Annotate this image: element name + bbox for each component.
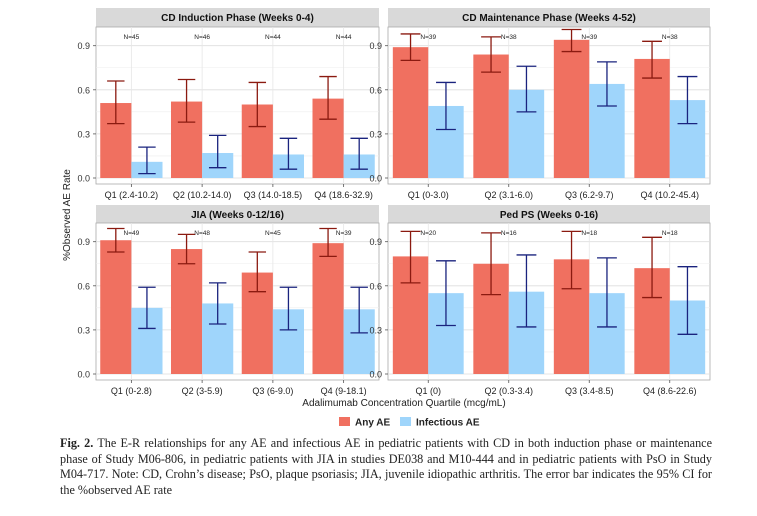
- panel-title: CD Maintenance Phase (Weeks 4-52): [462, 13, 636, 24]
- n-label: N=38: [501, 34, 517, 41]
- x-tick-label: Q3 (14.0-18.5): [244, 190, 303, 200]
- y-tick-label: 0.3: [369, 129, 382, 139]
- caption-label: Fig. 2.: [60, 436, 94, 450]
- legend-swatch-any-ae: [339, 417, 350, 426]
- y-tick-label: 0.9: [369, 41, 382, 51]
- legend-label-infectious-ae: Infectious AE: [416, 418, 480, 429]
- x-tick-label: Q2 (10.2-14.0): [173, 190, 232, 200]
- y-axis-label: %Observed AE Rate: [62, 169, 73, 261]
- x-axis-label: Adalimumab Concentration Quartile (mcg/m…: [302, 398, 505, 409]
- n-label: N=20: [420, 230, 436, 237]
- legend: Any AE Infectious AE: [339, 417, 480, 429]
- y-tick-label: 0.6: [77, 85, 90, 95]
- panel-title: Ped PS (Weeks 0-16): [500, 210, 598, 221]
- y-tick-label: 0.0: [77, 174, 90, 184]
- panel-strip: [96, 205, 379, 223]
- panel-strip: [388, 205, 710, 223]
- panel-title: CD Induction Phase (Weeks 0-4): [161, 13, 314, 24]
- x-tick-label: Q1 (0-3.0): [408, 190, 449, 200]
- bar-any-ae: [312, 243, 344, 374]
- chart-panels: CD Induction Phase (Weeks 0-4) 0.0 0.3 0.6 0…: [77, 8, 711, 396]
- n-label: N=44: [336, 34, 352, 41]
- n-label: N=44: [265, 34, 281, 41]
- y-tick-label: 0.3: [369, 325, 382, 335]
- x-tick-label: Q4 (9-18.1): [321, 386, 367, 396]
- y-tick-label: 0.9: [369, 237, 382, 247]
- n-label: N=46: [194, 34, 210, 41]
- n-label: N=38: [662, 34, 678, 41]
- n-label: N=45: [265, 230, 281, 237]
- x-tick-label: Q3 (3.4-8.5): [565, 386, 614, 396]
- x-tick-label: Q1 (2.4-10.2): [105, 190, 159, 200]
- panel-3: JIA (Weeks 0-12/16) 0.0 0.3 0.6 0.9 N=49 Q1 (0…: [77, 205, 380, 396]
- n-label: N=18: [662, 230, 678, 237]
- y-tick-label: 0.0: [369, 174, 382, 184]
- panel-strip: [388, 8, 710, 27]
- x-tick-label: Q1 (0): [415, 386, 441, 396]
- x-tick-label: Q2 (3-5.9): [182, 386, 223, 396]
- panel-title: JIA (Weeks 0-12/16): [191, 210, 284, 221]
- bar-any-ae: [553, 39, 590, 178]
- bar-any-ae: [634, 58, 670, 178]
- figure-caption: Fig. 2. The E-R relationships for any AE…: [60, 436, 712, 498]
- x-tick-label: Q4 (10.2-45.4): [640, 190, 699, 200]
- y-tick-label: 0.6: [369, 281, 382, 291]
- y-tick-label: 0.0: [77, 370, 90, 380]
- y-tick-label: 0.9: [77, 41, 90, 51]
- y-tick-label: 0.6: [369, 85, 382, 95]
- panel-4: Ped PS (Weeks 0-16) 0.0 0.3 0.6 0.9 N=20 Q1 (0…: [369, 205, 711, 396]
- n-label: N=39: [581, 34, 597, 41]
- n-label: N=45: [124, 34, 140, 41]
- n-label: N=48: [194, 230, 210, 237]
- figure-canvas: %Observed AE Rate Adalimumab Concentrati…: [62, 8, 711, 429]
- panel-2: CD Maintenance Phase (Weeks 4-52) 0.0 0.3 0…: [369, 8, 711, 200]
- bar-any-ae: [473, 54, 509, 178]
- legend-label-any-ae: Any AE: [355, 418, 391, 429]
- x-tick-label: Q4 (8.6-22.6): [643, 386, 697, 396]
- y-tick-label: 0.6: [77, 281, 90, 291]
- x-tick-label: Q3 (6-9.0): [252, 386, 293, 396]
- n-label: N=49: [124, 230, 140, 237]
- y-tick-label: 0.3: [77, 325, 90, 335]
- x-tick-label: Q2 (3.1-6.0): [484, 190, 533, 200]
- n-label: N=39: [336, 230, 352, 237]
- bar-any-ae: [170, 249, 203, 374]
- x-tick-label: Q1 (0-2.8): [111, 386, 152, 396]
- x-tick-label: Q4 (18.6-32.9): [314, 190, 373, 200]
- caption-text: The E-R relationships for any AE and inf…: [60, 436, 712, 497]
- n-label: N=16: [501, 230, 517, 237]
- x-tick-label: Q2 (0.3-3.4): [484, 386, 533, 396]
- legend-swatch-infectious-ae: [400, 417, 411, 426]
- y-tick-label: 0.9: [77, 237, 90, 247]
- bar-any-ae: [100, 240, 132, 374]
- bar-any-ae: [392, 47, 429, 178]
- x-tick-label: Q3 (6.2-9.7): [565, 190, 614, 200]
- n-label: N=39: [420, 34, 436, 41]
- panel-strip: [96, 8, 379, 27]
- y-tick-label: 0.0: [369, 370, 382, 380]
- panel-1: CD Induction Phase (Weeks 0-4) 0.0 0.3 0.6 0…: [77, 8, 380, 200]
- n-label: N=18: [581, 230, 597, 237]
- y-tick-label: 0.3: [77, 129, 90, 139]
